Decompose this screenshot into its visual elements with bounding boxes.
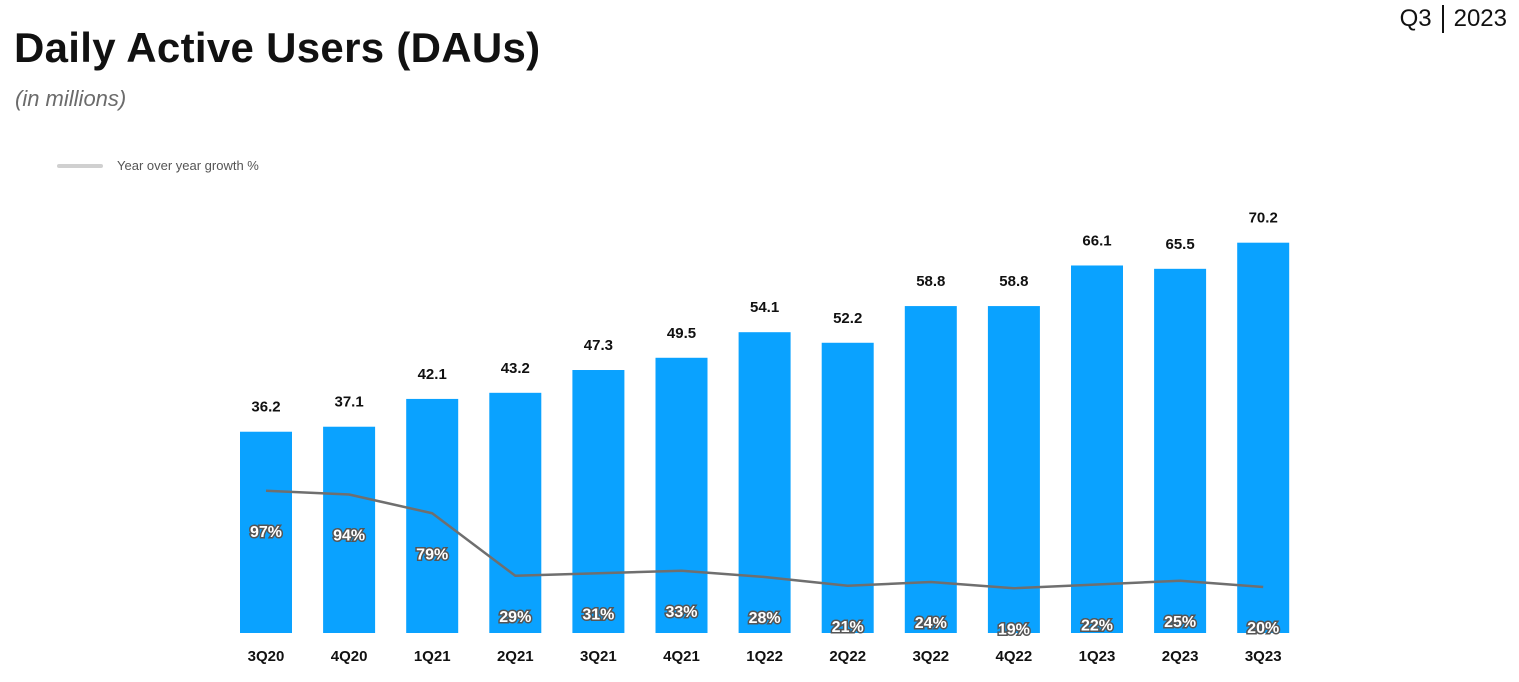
period-label: Q3 2023	[1400, 5, 1507, 33]
dau-bar	[821, 342, 874, 633]
chart-title: Daily Active Users (DAUs)	[14, 24, 541, 71]
x-tick-label: 3Q21	[580, 648, 617, 665]
x-tick-label: 4Q22	[996, 648, 1033, 665]
period-quarter: Q3	[1399, 5, 1432, 32]
bar-value-label: 70.2	[1249, 210, 1278, 227]
growth-value-label: 21%	[832, 619, 864, 636]
dau-bar	[1071, 265, 1123, 633]
growth-value-label: 79%	[416, 546, 448, 563]
dau-bar	[489, 392, 542, 633]
dau-bar	[572, 370, 625, 633]
bar-value-label: 37.1	[334, 394, 363, 411]
dau-bar	[1237, 242, 1290, 634]
bar-value-label: 58.8	[999, 273, 1028, 290]
x-tick-label: 2Q23	[1162, 648, 1199, 665]
period-divider	[1441, 5, 1444, 33]
x-tick-label: 4Q21	[663, 648, 700, 665]
x-tick-label: 2Q21	[497, 648, 534, 665]
growth-value-label: 19%	[998, 621, 1030, 638]
dau-bar	[904, 306, 957, 633]
period-year: 2023	[1453, 5, 1507, 32]
x-tick-label: 3Q20	[248, 648, 285, 665]
growth-value-label: 22%	[1081, 618, 1113, 635]
dau-bar	[738, 332, 791, 633]
bar-value-label: 47.3	[584, 337, 613, 354]
x-tick-label: 4Q20	[331, 648, 368, 665]
chart-subtitle: (in millions)	[15, 86, 127, 111]
growth-value-label: 28%	[749, 610, 781, 627]
x-tick-label: 1Q21	[414, 648, 451, 665]
x-tick-label: 3Q22	[912, 648, 949, 665]
dau-bar	[323, 426, 376, 633]
bar-value-label: 43.2	[501, 360, 530, 377]
bar-value-label: 58.8	[916, 273, 945, 290]
chart-legend: Year over year growth %	[57, 158, 259, 173]
dau-bar	[987, 306, 1040, 633]
bar-value-label: 52.2	[833, 310, 862, 327]
dau-bar	[240, 431, 292, 633]
bar-value-label: 36.2	[251, 399, 280, 416]
legend-line-label: Year over year growth %	[117, 158, 259, 173]
legend-line-swatch	[57, 163, 103, 168]
x-tick-label: 2Q22	[829, 648, 866, 665]
growth-value-label: 33%	[665, 604, 697, 621]
dau-bar	[655, 357, 708, 633]
x-tick-label: 1Q23	[1079, 648, 1116, 665]
bar-value-label: 65.5	[1165, 236, 1194, 253]
bar-value-label: 49.5	[667, 325, 696, 342]
x-tick-label: 1Q22	[746, 648, 783, 665]
dau-bar	[406, 398, 459, 633]
bar-value-label: 66.1	[1082, 232, 1111, 249]
bar-series	[240, 242, 1290, 634]
bar-value-label: 42.1	[418, 366, 447, 383]
bar-value-label: 54.1	[750, 299, 779, 316]
dau-bar	[1154, 268, 1207, 633]
growth-value-label: 25%	[1164, 614, 1196, 631]
growth-value-label: 24%	[915, 615, 947, 632]
labels: 36.2 3Q20 97% 37.1 4Q20 94% 42.1 1Q21 79% 43.2 2Q2…	[248, 210, 1282, 665]
growth-value-label: 97%	[250, 524, 282, 541]
growth-line-series	[265, 489, 1264, 590]
growth-value-label: 94%	[333, 528, 365, 545]
growth-value-label: 20%	[1247, 620, 1279, 637]
growth-value-label: 31%	[582, 606, 614, 623]
growth-line	[265, 489, 1264, 590]
growth-value-label: 29%	[499, 609, 531, 626]
x-tick-label: 3Q23	[1245, 648, 1282, 665]
